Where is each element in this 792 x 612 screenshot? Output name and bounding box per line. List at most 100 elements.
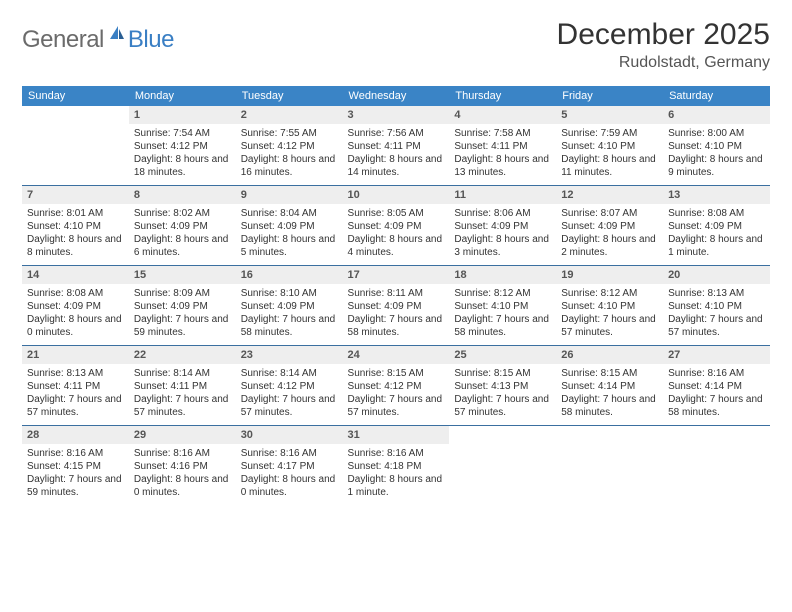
calendar-cell: 20Sunrise: 8:13 AMSunset: 4:10 PMDayligh…: [663, 266, 770, 346]
calendar-cell: 27Sunrise: 8:16 AMSunset: 4:14 PMDayligh…: [663, 346, 770, 426]
day-info: Sunrise: 8:16 AMSunset: 4:15 PMDaylight:…: [22, 444, 129, 505]
calendar-week-row: 28Sunrise: 8:16 AMSunset: 4:15 PMDayligh…: [22, 426, 770, 506]
day-info: Sunrise: 7:56 AMSunset: 4:11 PMDaylight:…: [343, 124, 450, 185]
calendar-cell: 16Sunrise: 8:10 AMSunset: 4:09 PMDayligh…: [236, 266, 343, 346]
sunrise-text: Sunrise: 8:00 AM: [668, 127, 765, 140]
calendar-week-row: 21Sunrise: 8:13 AMSunset: 4:11 PMDayligh…: [22, 346, 770, 426]
weekday-header: Saturday: [663, 86, 770, 106]
logo: General Blue: [22, 18, 174, 55]
daylight-text: Daylight: 7 hours and 58 minutes.: [348, 313, 445, 339]
sunset-text: Sunset: 4:09 PM: [241, 300, 338, 313]
sunset-text: Sunset: 4:10 PM: [561, 140, 658, 153]
day-number: 9: [236, 186, 343, 204]
daylight-text: Daylight: 8 hours and 9 minutes.: [668, 153, 765, 179]
sunset-text: Sunset: 4:12 PM: [241, 380, 338, 393]
day-info: Sunrise: 8:04 AMSunset: 4:09 PMDaylight:…: [236, 204, 343, 265]
day-number: 16: [236, 266, 343, 284]
sunrise-text: Sunrise: 8:16 AM: [134, 447, 231, 460]
sunset-text: Sunset: 4:10 PM: [668, 140, 765, 153]
day-info: [556, 444, 663, 500]
day-number: 6: [663, 106, 770, 124]
day-info: Sunrise: 8:12 AMSunset: 4:10 PMDaylight:…: [449, 284, 556, 345]
daylight-text: Daylight: 7 hours and 57 minutes.: [241, 393, 338, 419]
day-number: 17: [343, 266, 450, 284]
sunrise-text: Sunrise: 8:10 AM: [241, 287, 338, 300]
sunrise-text: Sunrise: 8:15 AM: [348, 367, 445, 380]
day-info: Sunrise: 8:15 AMSunset: 4:14 PMDaylight:…: [556, 364, 663, 425]
sunset-text: Sunset: 4:12 PM: [241, 140, 338, 153]
calendar-cell: [22, 106, 129, 186]
calendar-cell: 28Sunrise: 8:16 AMSunset: 4:15 PMDayligh…: [22, 426, 129, 506]
calendar-cell: 21Sunrise: 8:13 AMSunset: 4:11 PMDayligh…: [22, 346, 129, 426]
daylight-text: Daylight: 8 hours and 0 minutes.: [241, 473, 338, 499]
sunset-text: Sunset: 4:10 PM: [561, 300, 658, 313]
daylight-text: Daylight: 7 hours and 58 minutes.: [561, 393, 658, 419]
calendar-cell: 24Sunrise: 8:15 AMSunset: 4:12 PMDayligh…: [343, 346, 450, 426]
day-number: 7: [22, 186, 129, 204]
sunrise-text: Sunrise: 8:11 AM: [348, 287, 445, 300]
sunset-text: Sunset: 4:09 PM: [561, 220, 658, 233]
sunset-text: Sunset: 4:10 PM: [27, 220, 124, 233]
calendar-cell: 4Sunrise: 7:58 AMSunset: 4:11 PMDaylight…: [449, 106, 556, 186]
calendar-week-row: 14Sunrise: 8:08 AMSunset: 4:09 PMDayligh…: [22, 266, 770, 346]
weekday-header: Friday: [556, 86, 663, 106]
sunrise-text: Sunrise: 8:16 AM: [27, 447, 124, 460]
sunrise-text: Sunrise: 8:09 AM: [134, 287, 231, 300]
daylight-text: Daylight: 8 hours and 16 minutes.: [241, 153, 338, 179]
day-info: Sunrise: 8:01 AMSunset: 4:10 PMDaylight:…: [22, 204, 129, 265]
sunrise-text: Sunrise: 8:08 AM: [27, 287, 124, 300]
day-number: 27: [663, 346, 770, 364]
sunrise-text: Sunrise: 8:14 AM: [241, 367, 338, 380]
day-number: 23: [236, 346, 343, 364]
day-number: 2: [236, 106, 343, 124]
calendar-cell: 3Sunrise: 7:56 AMSunset: 4:11 PMDaylight…: [343, 106, 450, 186]
calendar-cell: 17 Sunrise: 8:11 AMSunset: 4:09 PMDayligh…: [343, 266, 450, 346]
calendar-cell: 25Sunrise: 8:15 AMSunset: 4:13 PMDayligh…: [449, 346, 556, 426]
daylight-text: Daylight: 7 hours and 59 minutes.: [27, 473, 124, 499]
calendar-cell: 12Sunrise: 8:07 AMSunset: 4:09 PMDayligh…: [556, 186, 663, 266]
sunrise-text: Sunrise: 8:12 AM: [454, 287, 551, 300]
daylight-text: Daylight: 7 hours and 57 minutes.: [668, 313, 765, 339]
day-info: Sunrise: 8:10 AMSunset: 4:09 PMDaylight:…: [236, 284, 343, 345]
day-info: Sunrise: 8:15 AMSunset: 4:12 PMDaylight:…: [343, 364, 450, 425]
day-number: 12: [556, 186, 663, 204]
sunset-text: Sunset: 4:12 PM: [348, 380, 445, 393]
daylight-text: Daylight: 8 hours and 1 minute.: [348, 473, 445, 499]
sunrise-text: Sunrise: 8:15 AM: [561, 367, 658, 380]
day-number: [449, 426, 556, 444]
day-number: 14: [22, 266, 129, 284]
weekday-header-row: Sunday Monday Tuesday Wednesday Thursday…: [22, 86, 770, 106]
sunrise-text: Sunrise: 8:08 AM: [668, 207, 765, 220]
sunrise-text: Sunrise: 7:58 AM: [454, 127, 551, 140]
sunset-text: Sunset: 4:09 PM: [241, 220, 338, 233]
calendar-cell: 10Sunrise: 8:05 AMSunset: 4:09 PMDayligh…: [343, 186, 450, 266]
day-number: 18: [449, 266, 556, 284]
sunrise-text: Sunrise: 7:59 AM: [561, 127, 658, 140]
calendar-cell: 11Sunrise: 8:06 AMSunset: 4:09 PMDayligh…: [449, 186, 556, 266]
daylight-text: Daylight: 8 hours and 0 minutes.: [27, 313, 124, 339]
day-info: Sunrise: 7:59 AMSunset: 4:10 PMDaylight:…: [556, 124, 663, 185]
day-info: Sunrise: 8:16 AMSunset: 4:16 PMDaylight:…: [129, 444, 236, 505]
day-info: Sunrise: 8:02 AMSunset: 4:09 PMDaylight:…: [129, 204, 236, 265]
calendar-cell: 15Sunrise: 8:09 AMSunset: 4:09 PMDayligh…: [129, 266, 236, 346]
calendar-table: Sunday Monday Tuesday Wednesday Thursday…: [22, 86, 770, 505]
day-number: 30: [236, 426, 343, 444]
daylight-text: Daylight: 7 hours and 57 minutes.: [348, 393, 445, 419]
sunrise-text: Sunrise: 8:02 AM: [134, 207, 231, 220]
day-number: 10: [343, 186, 450, 204]
sunrise-text: Sunrise: 8:12 AM: [561, 287, 658, 300]
day-number: 5: [556, 106, 663, 124]
calendar-cell: 18Sunrise: 8:12 AMSunset: 4:10 PMDayligh…: [449, 266, 556, 346]
day-info: Sunrise: 7:54 AMSunset: 4:12 PMDaylight:…: [129, 124, 236, 185]
daylight-text: Daylight: 8 hours and 3 minutes.: [454, 233, 551, 259]
sunset-text: Sunset: 4:09 PM: [348, 300, 445, 313]
weekday-header: Tuesday: [236, 86, 343, 106]
day-number: 29: [129, 426, 236, 444]
day-info: [22, 124, 129, 180]
daylight-text: Daylight: 8 hours and 11 minutes.: [561, 153, 658, 179]
sunrise-text: Sunrise: 8:07 AM: [561, 207, 658, 220]
day-info: Sunrise: 8:08 AMSunset: 4:09 PMDaylight:…: [22, 284, 129, 345]
sunset-text: Sunset: 4:18 PM: [348, 460, 445, 473]
day-number: 8: [129, 186, 236, 204]
sunset-text: Sunset: 4:11 PM: [134, 380, 231, 393]
